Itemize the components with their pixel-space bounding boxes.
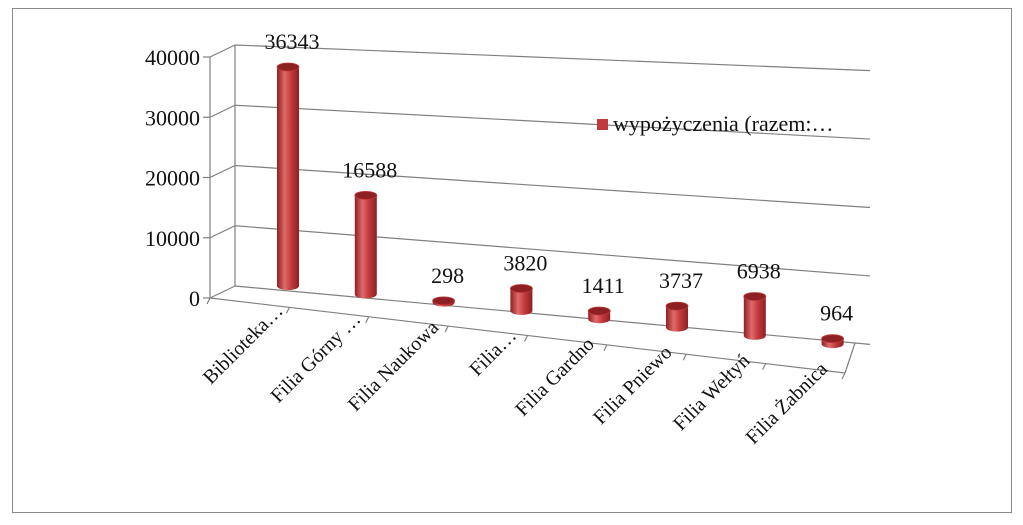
x-tick-mark xyxy=(285,307,290,314)
legend-swatch xyxy=(597,119,608,130)
depth-line xyxy=(209,44,236,58)
category-label: Filia Wełtyń xyxy=(669,350,754,435)
bar-top xyxy=(354,190,378,200)
gridline xyxy=(234,104,871,140)
bar xyxy=(743,292,767,340)
y-tick-label: 0 xyxy=(189,286,200,311)
bar-top xyxy=(743,292,767,301)
bar-top xyxy=(510,284,533,293)
gridline xyxy=(234,164,871,209)
chart-frame xyxy=(12,8,1012,513)
data-label: 16588 xyxy=(342,157,397,182)
data-label: 964 xyxy=(820,301,853,326)
floor-right-edge xyxy=(844,342,856,374)
bar-top xyxy=(821,334,844,344)
x-tick-mark xyxy=(682,353,687,361)
data-label: 3737 xyxy=(659,268,703,293)
data-labels: 36343 16588 298 3820 1411 3737 6938 964 xyxy=(265,29,854,326)
bar-body xyxy=(743,296,766,340)
bar-body xyxy=(510,288,533,315)
x-tick-mark xyxy=(603,344,608,352)
data-label: 3820 xyxy=(503,251,547,276)
bar-body xyxy=(666,306,688,332)
x-tick-mark xyxy=(206,297,211,305)
category-label: Biblioteka… xyxy=(199,300,288,389)
data-label: 298 xyxy=(431,263,464,288)
bar xyxy=(510,284,533,315)
gridline xyxy=(234,225,871,277)
bar-body xyxy=(277,67,299,291)
x-tick-mark xyxy=(365,316,370,324)
y-tick-label: 20000 xyxy=(145,166,200,191)
depth-line xyxy=(209,104,236,118)
y-axis-ticks: 0 10000 20000 30000 40000 xyxy=(145,45,200,311)
x-tick-mark xyxy=(841,372,846,380)
bar xyxy=(587,306,611,324)
bars xyxy=(276,62,844,349)
legend: wypożyczenia (razem:… xyxy=(597,111,834,136)
bar xyxy=(354,190,378,299)
bar xyxy=(821,334,844,349)
y-tick-label: 40000 xyxy=(145,45,200,70)
bar-top xyxy=(587,306,611,316)
category-label: Filia Gardno xyxy=(511,333,598,420)
gridline xyxy=(234,44,871,72)
category-label: Filia Żabnica xyxy=(741,357,832,448)
category-label: Filia Pniewo xyxy=(589,341,676,428)
x-tick-mark xyxy=(444,325,449,333)
y-tick-label: 10000 xyxy=(145,226,200,251)
category-label: Filia Naukowa xyxy=(344,316,443,415)
data-label: 36343 xyxy=(265,29,320,54)
bar-body xyxy=(354,195,377,299)
category-label: Filia… xyxy=(465,325,521,381)
y-tick-label: 30000 xyxy=(145,105,200,130)
x-axis-categories: Biblioteka…Filia Górny …Filia Naukowa Fil… xyxy=(199,300,832,449)
gridlines xyxy=(203,44,871,380)
data-label: 1411 xyxy=(582,273,625,298)
depth-line xyxy=(209,285,236,299)
bar-top xyxy=(432,296,456,306)
data-label: 6938 xyxy=(737,259,781,284)
bar-top xyxy=(276,62,300,72)
bar xyxy=(432,296,456,307)
legend-label: wypożyczenia (razem:… xyxy=(613,111,834,136)
x-tick-mark xyxy=(762,363,767,370)
bar xyxy=(665,301,689,332)
depth-line xyxy=(209,225,236,239)
bar xyxy=(276,62,300,291)
depth-line xyxy=(209,164,236,179)
bar-top xyxy=(665,301,689,311)
x-tick-mark xyxy=(523,335,529,342)
